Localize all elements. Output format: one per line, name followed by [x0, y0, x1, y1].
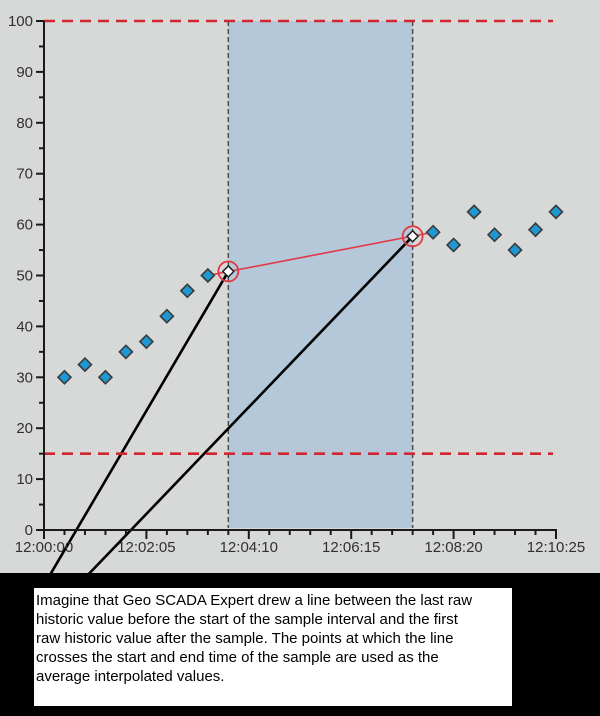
- trend-chart: 0 10 20 30 40 50 60 70 80 90 100 12:00:00 12:02:05 12…: [0, 0, 600, 573]
- raw-data-point: [527, 222, 544, 238]
- callout-line: [87, 235, 414, 573]
- annotation-box: Imagine that Geo SCADA Expert drew a lin…: [34, 588, 512, 706]
- x-tick-label: 12:10:25: [527, 539, 585, 556]
- y-tick-label: 60: [16, 217, 33, 234]
- sample-interval-region: [228, 21, 413, 528]
- raw-data-point: [138, 334, 155, 350]
- interpolated-point: [221, 264, 235, 278]
- raw-data-point: [200, 267, 216, 284]
- raw-data-point: [97, 369, 114, 385]
- y-tick-label: 50: [16, 268, 33, 285]
- y-tick-label: 30: [16, 369, 33, 386]
- raw-data-point: [445, 237, 462, 253]
- annotation-text: Imagine that Geo SCADA Expert drew a lin…: [36, 592, 473, 685]
- raw-data-point: [507, 242, 523, 258]
- interpolation-line: [207, 231, 434, 277]
- interpolated-point-circle: [217, 260, 240, 283]
- callout-line: [49, 270, 230, 573]
- raw-data-point: [179, 283, 195, 299]
- interpolated-point: [406, 229, 420, 243]
- raw-data-point: [118, 344, 134, 360]
- y-tick-label: 70: [16, 166, 33, 183]
- raw-data-point: [56, 369, 73, 385]
- raw-data-point: [486, 227, 503, 243]
- raw-data-point: [466, 204, 482, 220]
- y-tick-label: 10: [16, 471, 33, 488]
- x-tick-label: 12:04:10: [220, 539, 278, 556]
- raw-data-point: [77, 356, 93, 373]
- x-tick-label: 12:00:00: [15, 539, 73, 556]
- interpolated-point-circle: [401, 225, 424, 248]
- y-tick-label: 100: [8, 13, 33, 30]
- x-tick-label: 12:08:20: [424, 539, 482, 556]
- chart-canvas: 0 10 20 30 40 50 60 70 80 90 100 12:00:00 12:02:05 12…: [8, 13, 585, 573]
- y-tick-label: 90: [16, 64, 33, 81]
- y-tick-label: 20: [16, 420, 33, 437]
- raw-data-point: [548, 204, 564, 220]
- y-tick-label: 40: [16, 318, 33, 335]
- x-tick-label: 12:02:05: [117, 539, 175, 556]
- raw-data-point: [425, 224, 441, 240]
- x-tick-label: 12:06:15: [322, 539, 380, 556]
- y-tick-label: 80: [16, 115, 33, 132]
- y-tick-label: 0: [25, 522, 33, 539]
- raw-data-point: [159, 308, 175, 324]
